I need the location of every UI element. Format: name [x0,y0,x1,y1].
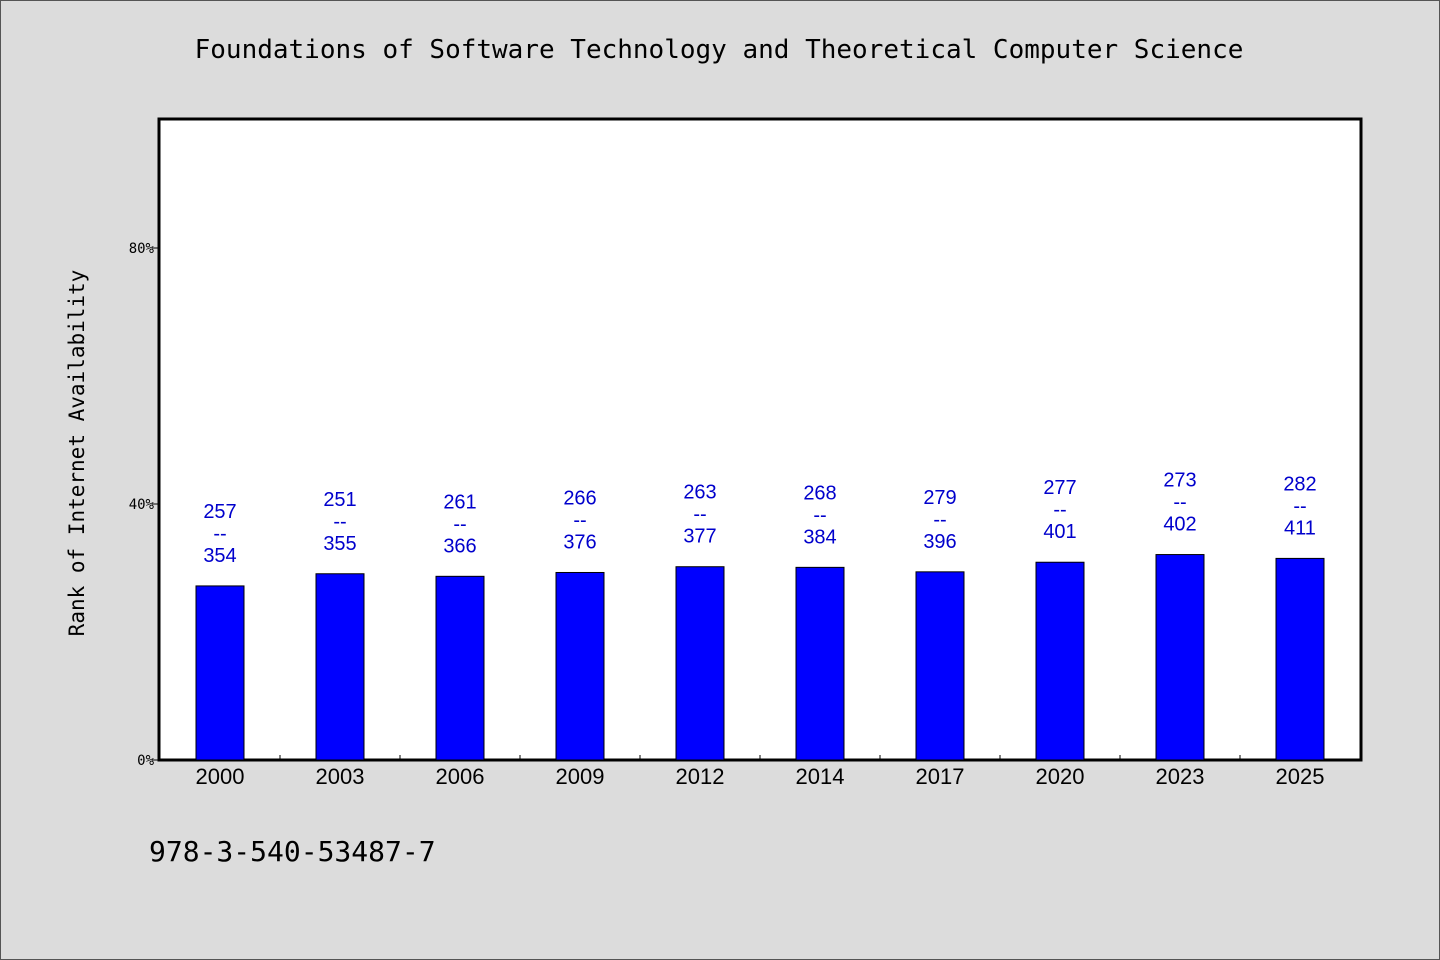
data-label-top: 282 [1283,473,1316,495]
data-label-separator: -- [453,513,466,535]
data-label-bottom: 377 [683,526,716,548]
x-tick-label: 2012 [676,764,725,789]
data-label-top: 263 [683,482,716,504]
data-label-bottom: 354 [203,545,236,567]
bar-2006 [435,575,485,761]
data-label-top: 268 [803,482,836,504]
data-label-top: 266 [563,487,596,509]
bar-2003 [315,573,365,761]
bar-2014 [795,566,845,761]
data-label-top: 251 [323,489,356,511]
data-label-top: 257 [203,501,236,523]
y-tick-label: 0% [137,753,154,769]
data-label-separator: -- [813,504,826,526]
data-label-bottom: 355 [323,533,356,555]
x-tick-label: 2006 [436,764,485,789]
data-label-bottom: 396 [923,531,956,553]
isbn-footer: 978-3-540-53487-7 [149,835,436,868]
y-tick-label: 80% [129,241,155,257]
bar-2012 [675,566,725,761]
data-label-top: 277 [1043,477,1076,499]
data-label-separator: -- [1293,495,1306,517]
data-label-separator: -- [573,509,586,531]
data-label-separator: -- [933,509,946,531]
x-tick-label: 2020 [1036,764,1085,789]
data-label-separator: -- [213,523,226,545]
bar-2020 [1035,561,1085,761]
bar-2025 [1275,557,1325,761]
data-label-separator: -- [1173,492,1186,514]
data-label-bottom: 376 [563,531,596,553]
x-tick-label: 2009 [556,764,605,789]
data-label-bottom: 402 [1163,514,1196,536]
data-label-bottom: 401 [1043,521,1076,543]
bar-2000 [195,585,245,761]
x-tick-label: 2000 [196,764,245,789]
data-label-bottom: 366 [443,535,476,557]
data-label-top: 261 [443,491,476,513]
bar-2017 [915,571,965,761]
y-tick-label: 40% [129,497,155,513]
data-label-bottom: 411 [1284,517,1316,539]
bar-2023 [1155,554,1205,761]
data-label-separator: -- [693,504,706,526]
x-tick-label: 2025 [1276,764,1325,789]
bar-2009 [555,571,605,761]
data-label-bottom: 384 [803,526,836,548]
x-tick-label: 2017 [916,764,965,789]
data-label-separator: -- [333,511,346,533]
data-label-top: 273 [1163,470,1196,492]
x-tick-label: 2023 [1156,764,1205,789]
data-label-separator: -- [1053,499,1066,521]
data-label-top: 279 [923,487,956,509]
x-tick-label: 2014 [796,764,845,789]
chart-title: Foundations of Software Technology and T… [194,35,1244,65]
x-tick-label: 2003 [316,764,365,789]
